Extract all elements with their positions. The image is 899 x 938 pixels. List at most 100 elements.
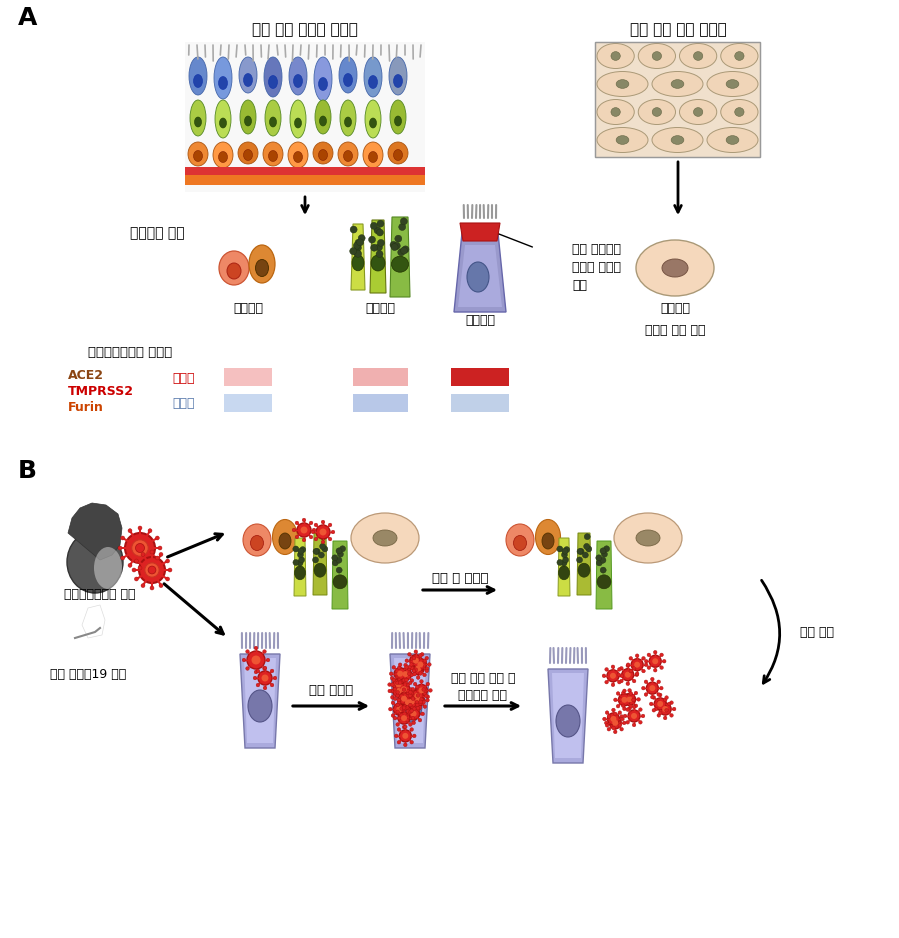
Ellipse shape bbox=[295, 566, 306, 580]
Circle shape bbox=[350, 248, 357, 254]
Circle shape bbox=[350, 226, 357, 233]
Circle shape bbox=[405, 658, 409, 662]
Ellipse shape bbox=[513, 536, 527, 551]
Text: 인간 구강 편평 상피층: 인간 구강 편평 상피층 bbox=[629, 23, 726, 38]
Circle shape bbox=[159, 552, 163, 556]
Circle shape bbox=[562, 552, 567, 558]
Circle shape bbox=[402, 733, 408, 739]
Circle shape bbox=[417, 661, 423, 668]
Circle shape bbox=[136, 543, 145, 552]
Ellipse shape bbox=[194, 117, 201, 127]
Circle shape bbox=[619, 694, 630, 705]
Circle shape bbox=[396, 688, 402, 694]
Circle shape bbox=[413, 734, 416, 737]
Circle shape bbox=[413, 658, 419, 664]
Circle shape bbox=[641, 714, 645, 718]
Circle shape bbox=[651, 677, 654, 681]
Circle shape bbox=[634, 704, 637, 707]
Ellipse shape bbox=[556, 705, 580, 737]
Circle shape bbox=[614, 698, 618, 702]
Bar bbox=[185, 42, 425, 192]
Ellipse shape bbox=[244, 73, 253, 86]
Bar bbox=[185, 167, 425, 175]
Circle shape bbox=[405, 696, 418, 708]
Circle shape bbox=[336, 557, 342, 563]
Circle shape bbox=[423, 660, 426, 664]
Ellipse shape bbox=[616, 136, 629, 144]
Ellipse shape bbox=[249, 245, 275, 283]
Circle shape bbox=[400, 247, 407, 254]
Ellipse shape bbox=[707, 71, 758, 97]
Circle shape bbox=[135, 559, 138, 563]
Circle shape bbox=[398, 692, 410, 704]
Circle shape bbox=[605, 668, 609, 672]
Circle shape bbox=[396, 682, 402, 688]
Circle shape bbox=[414, 695, 417, 699]
Ellipse shape bbox=[243, 524, 271, 556]
Circle shape bbox=[409, 701, 413, 704]
Circle shape bbox=[398, 683, 410, 695]
Polygon shape bbox=[596, 541, 612, 609]
Ellipse shape bbox=[364, 57, 382, 97]
Circle shape bbox=[418, 705, 422, 709]
Circle shape bbox=[416, 675, 420, 679]
Ellipse shape bbox=[365, 100, 381, 138]
Bar bbox=[185, 175, 425, 185]
Text: A: A bbox=[18, 6, 38, 30]
Circle shape bbox=[165, 559, 170, 563]
Ellipse shape bbox=[389, 57, 407, 95]
Circle shape bbox=[629, 657, 633, 660]
Circle shape bbox=[586, 546, 592, 552]
Ellipse shape bbox=[269, 150, 278, 161]
Circle shape bbox=[647, 666, 651, 670]
Ellipse shape bbox=[314, 563, 326, 577]
Ellipse shape bbox=[652, 71, 703, 97]
Circle shape bbox=[424, 694, 428, 698]
Circle shape bbox=[652, 658, 658, 664]
Circle shape bbox=[426, 699, 430, 702]
Circle shape bbox=[336, 567, 343, 573]
Circle shape bbox=[410, 660, 414, 664]
Circle shape bbox=[354, 250, 361, 257]
Polygon shape bbox=[458, 245, 502, 307]
Circle shape bbox=[414, 682, 417, 686]
Circle shape bbox=[670, 714, 673, 718]
Circle shape bbox=[638, 720, 642, 724]
Ellipse shape bbox=[272, 520, 298, 554]
Circle shape bbox=[420, 680, 423, 683]
Circle shape bbox=[404, 701, 407, 704]
Circle shape bbox=[319, 528, 326, 536]
Circle shape bbox=[608, 713, 619, 725]
Ellipse shape bbox=[339, 57, 357, 93]
Circle shape bbox=[392, 678, 396, 682]
Circle shape bbox=[626, 664, 629, 668]
Circle shape bbox=[406, 689, 410, 693]
Circle shape bbox=[600, 548, 606, 553]
Circle shape bbox=[415, 701, 419, 704]
Circle shape bbox=[391, 714, 395, 718]
Circle shape bbox=[407, 699, 412, 702]
Ellipse shape bbox=[662, 259, 688, 277]
Ellipse shape bbox=[542, 533, 554, 549]
Circle shape bbox=[120, 536, 125, 540]
Circle shape bbox=[422, 688, 425, 691]
Circle shape bbox=[135, 577, 138, 581]
Ellipse shape bbox=[721, 99, 758, 125]
Ellipse shape bbox=[215, 100, 231, 138]
Text: 유전체: 유전체 bbox=[172, 397, 194, 410]
Circle shape bbox=[390, 696, 394, 699]
Circle shape bbox=[410, 679, 414, 682]
Circle shape bbox=[410, 655, 422, 667]
Circle shape bbox=[309, 536, 313, 538]
Text: 단백질 발현 없음: 단백질 발현 없음 bbox=[645, 324, 705, 337]
Circle shape bbox=[395, 673, 398, 676]
Circle shape bbox=[353, 242, 360, 250]
Circle shape bbox=[618, 668, 621, 672]
Circle shape bbox=[271, 669, 274, 673]
Polygon shape bbox=[294, 538, 306, 596]
Circle shape bbox=[421, 653, 424, 656]
Circle shape bbox=[391, 244, 398, 250]
Circle shape bbox=[627, 663, 630, 667]
Ellipse shape bbox=[652, 108, 662, 116]
Circle shape bbox=[642, 657, 645, 660]
